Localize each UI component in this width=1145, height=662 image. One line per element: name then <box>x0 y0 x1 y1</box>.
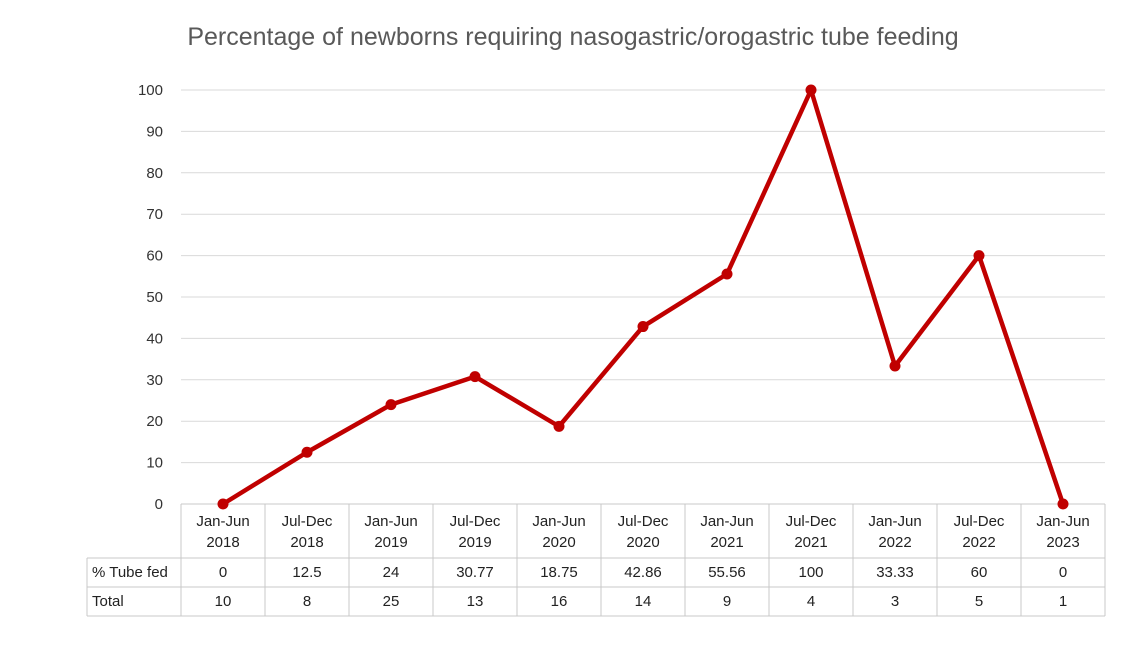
data-point <box>217 498 229 510</box>
data-point <box>301 446 313 458</box>
data-table: Jan-Jun 2018 Jul-Dec 2018 Jan-Jun 2019 Jul-Dec… <box>86 503 1106 617</box>
table-cell: 18.75 <box>540 564 578 581</box>
table-cell: 14 <box>635 593 652 610</box>
x-tick-label-period: Jul-Dec <box>618 513 669 530</box>
x-tick-label-period: Jan-Jun <box>196 513 249 530</box>
x-tick-label-period: Jan-Jun <box>700 513 753 530</box>
y-tick-label-30: 30 <box>146 372 163 389</box>
x-tick-label-year: 2022 <box>962 534 995 551</box>
x-tick-label-year: 2019 <box>374 534 407 551</box>
x-tick-label-year: 2021 <box>794 534 827 551</box>
data-point <box>469 371 481 383</box>
y-axis-tick-labels: 0 10 20 30 40 50 60 70 80 90 100 <box>138 82 163 513</box>
table-cell: 30.77 <box>456 564 494 581</box>
data-point <box>721 268 733 280</box>
table-cell: 25 <box>383 593 400 610</box>
data-point <box>553 420 565 432</box>
x-tick-label-period: Jul-Dec <box>786 513 837 530</box>
data-point <box>973 250 985 262</box>
data-point <box>385 399 397 411</box>
table-cell: 10 <box>215 593 232 610</box>
x-tick-label-year: 2018 <box>206 534 239 551</box>
table-cell: 12.5 <box>292 564 321 581</box>
y-tick-label-50: 50 <box>146 289 163 306</box>
data-point <box>889 360 901 372</box>
x-tick-label-period: Jul-Dec <box>954 513 1005 530</box>
y-tick-label-40: 40 <box>146 330 163 347</box>
table-row-label: % Tube fed <box>92 564 168 581</box>
x-tick-label-period: Jan-Jun <box>868 513 921 530</box>
y-tick-label-0: 0 <box>155 496 163 513</box>
y-tick-label-60: 60 <box>146 248 163 265</box>
table-cell: 0 <box>1059 564 1067 581</box>
series-layer <box>217 84 1069 510</box>
y-tick-label-90: 90 <box>146 123 163 140</box>
table-cell: 4 <box>807 593 815 610</box>
y-tick-label-20: 20 <box>146 413 163 430</box>
table-cell: 1 <box>1059 593 1067 610</box>
data-point <box>637 321 649 333</box>
table-cell: 9 <box>723 593 731 610</box>
table-cell: 24 <box>383 564 400 581</box>
x-tick-label-period: Jul-Dec <box>282 513 333 530</box>
table-cell: 0 <box>219 564 227 581</box>
table-cell: 60 <box>971 564 988 581</box>
table-cell: 16 <box>551 593 568 610</box>
gridlines <box>181 89 1105 464</box>
x-tick-label-year: 2021 <box>710 534 743 551</box>
table-cell: 8 <box>303 593 311 610</box>
x-tick-label-period: Jul-Dec <box>450 513 501 530</box>
y-tick-label-10: 10 <box>146 455 163 472</box>
x-tick-label-year: 2022 <box>878 534 911 551</box>
table-cell: 33.33 <box>876 564 914 581</box>
table-cell: 5 <box>975 593 983 610</box>
x-tick-label-period: Jan-Jun <box>364 513 417 530</box>
table-cell: 42.86 <box>624 564 662 581</box>
table-cell: 55.56 <box>708 564 746 581</box>
y-tick-label-80: 80 <box>146 165 163 182</box>
x-tick-label-period: Jan-Jun <box>1036 513 1089 530</box>
x-tick-label-year: 2019 <box>458 534 491 551</box>
x-tick-label-year: 2020 <box>542 534 575 551</box>
table-cell: 3 <box>891 593 899 610</box>
chart-title: Percentage of newborns requiring nasogas… <box>187 23 958 51</box>
table-row-label: Total <box>92 593 124 610</box>
y-tick-label-100: 100 <box>138 82 163 99</box>
data-point <box>805 84 817 96</box>
data-point <box>1057 498 1069 510</box>
x-tick-label-period: Jan-Jun <box>532 513 585 530</box>
x-tick-label-year: 2018 <box>290 534 323 551</box>
table-cell: 13 <box>467 593 484 610</box>
x-tick-label-year: 2023 <box>1046 534 1079 551</box>
y-tick-label-70: 70 <box>146 206 163 223</box>
x-tick-label-year: 2020 <box>626 534 659 551</box>
table-cell: 100 <box>798 564 823 581</box>
